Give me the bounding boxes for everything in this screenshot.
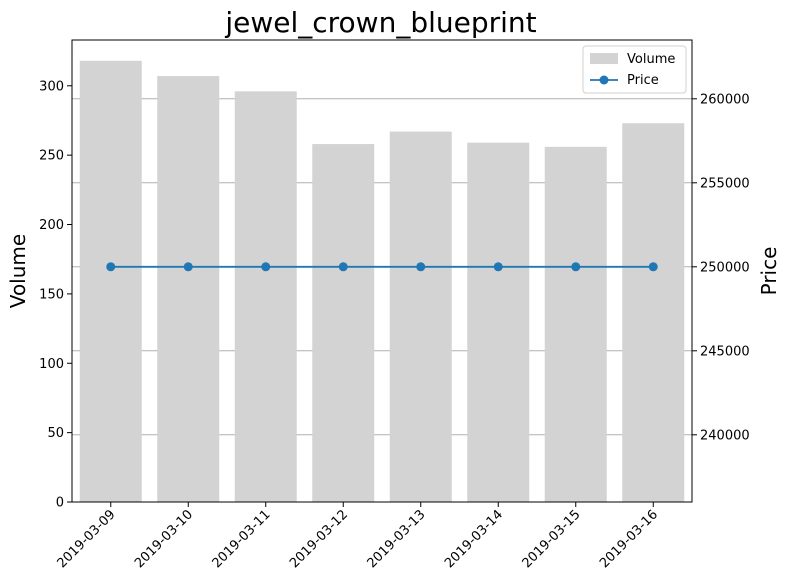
volume-bar (312, 144, 375, 502)
x-tick-label: 2019-03-12 (287, 507, 351, 571)
chart-title: jewel_crown_blueprint (224, 6, 536, 39)
right-y-axis: 240000 245000 250000 255000 260000 (692, 92, 750, 443)
legend-label-price: Price (627, 73, 659, 88)
y-tick-label: 300 (39, 79, 64, 94)
x-tick-label: 2019-03-16 (597, 507, 661, 571)
price-point (493, 262, 503, 272)
price-point (648, 262, 658, 272)
x-tick-label: 2019-03-14 (442, 507, 506, 571)
legend-swatch-volume (590, 53, 618, 64)
price-point (183, 262, 193, 272)
volume-bar (79, 60, 142, 502)
y2-tick-label: 240000 (700, 428, 750, 443)
legend: Volume Price (582, 45, 687, 94)
y-tick-label: 50 (47, 426, 64, 441)
legend-marker-price (599, 75, 609, 85)
line-layer (106, 262, 658, 272)
y2-tick-label: 250000 (700, 260, 750, 275)
volume-bar (622, 123, 685, 503)
plot-frame (71, 39, 693, 503)
x-axis: 2019-03-09 2019-03-10 2019-03-11 2019-03-12… (55, 502, 661, 571)
price-point (416, 262, 426, 272)
volume-bar (467, 142, 530, 502)
y-tick-label: 150 (39, 287, 64, 302)
legend-label-volume: Volume (627, 52, 675, 67)
y2-tick-label: 245000 (700, 344, 750, 359)
volume-bar (234, 91, 297, 502)
y-tick-label: 0 (56, 496, 64, 511)
x-tick-label: 2019-03-10 (132, 507, 196, 571)
left-y-axis: 0 50 100 150 200 250 300 (39, 79, 72, 511)
volume-bar (544, 146, 607, 502)
x-tick-label: 2019-03-09 (55, 507, 119, 571)
y2-tick-label: 260000 (700, 92, 750, 107)
y2-axis-title: Price (757, 247, 781, 296)
y-tick-label: 250 (39, 149, 64, 164)
y2-tick-label: 255000 (700, 176, 750, 191)
price-point (571, 262, 581, 272)
volume-bar (389, 131, 452, 502)
volume-bar (157, 76, 220, 502)
y-tick-label: 100 (39, 357, 64, 372)
y-axis-title: Volume (6, 234, 30, 308)
price-point (261, 262, 271, 272)
x-tick-label: 2019-03-15 (520, 507, 584, 571)
x-tick-label: 2019-03-13 (365, 507, 429, 571)
y-tick-label: 200 (39, 218, 64, 233)
price-point (338, 262, 348, 272)
price-point (106, 262, 116, 272)
bar-layer (79, 60, 685, 503)
x-tick-label: 2019-03-11 (210, 507, 274, 571)
